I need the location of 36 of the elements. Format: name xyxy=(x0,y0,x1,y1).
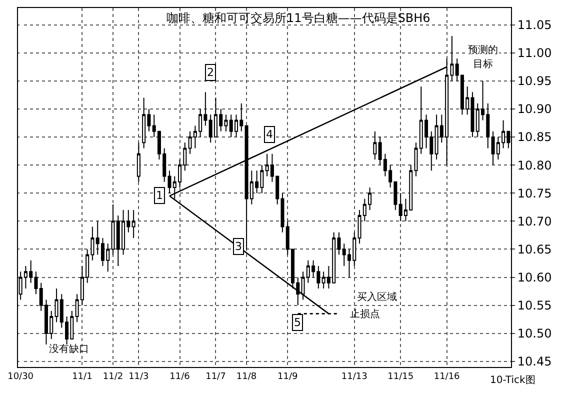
y-tick-label: 10.75 xyxy=(517,186,552,200)
x-tick-label: 11/15 xyxy=(388,372,414,382)
y-tick-label: 10.90 xyxy=(517,102,552,116)
y-tick-label: 10.55 xyxy=(517,298,552,312)
text: 10-Tick图 xyxy=(490,375,536,386)
annotation: 4 xyxy=(266,128,273,141)
x-tick-label: 11/1 xyxy=(72,372,92,382)
x-tick-label: 11/7 xyxy=(206,372,226,382)
annotation: 3 xyxy=(235,240,242,253)
annotation: 没有缺口 xyxy=(49,343,89,355)
annotation: 买入区域 xyxy=(357,291,397,303)
annotation: 5 xyxy=(294,316,301,329)
y-tick-label: 10.70 xyxy=(517,214,552,228)
annotation: 1 xyxy=(156,189,163,202)
x-tick-label: 11/3 xyxy=(128,372,149,382)
annotation: 预测的 xyxy=(468,44,498,56)
annotation: 目标 xyxy=(473,58,493,70)
x-tick-label: 11/2 xyxy=(102,372,124,382)
y-tick-label: 11.00 xyxy=(517,46,552,60)
y-tick-label: 10.45 xyxy=(517,354,552,369)
y-tick-label: 10.85 xyxy=(517,130,552,144)
y-tick-label: 10.95 xyxy=(517,74,552,88)
y-tick-label: 11.05 xyxy=(517,18,552,32)
x-tick-label: 10/30 xyxy=(8,372,34,382)
annotation: 止损点 xyxy=(350,308,380,320)
x-tick-label: 11/13 xyxy=(341,372,368,382)
y-tick-label: 10.50 xyxy=(517,326,552,341)
chart-title: 咖啡、糖和可可交易所11号白糖——代码是SBH6 xyxy=(166,11,430,26)
annotation: 2 xyxy=(207,66,214,79)
y-tick-label: 10.65 xyxy=(517,242,552,256)
x-tick-label: 11/16 xyxy=(434,372,460,382)
x-tick-label: 11/9 xyxy=(278,372,298,382)
x-tick-label: 11/8 xyxy=(236,372,257,382)
y-tick-label: 10.80 xyxy=(517,158,552,172)
x-tick-label: 11/6 xyxy=(170,372,190,382)
y-tick-label: 10.60 xyxy=(517,270,552,284)
